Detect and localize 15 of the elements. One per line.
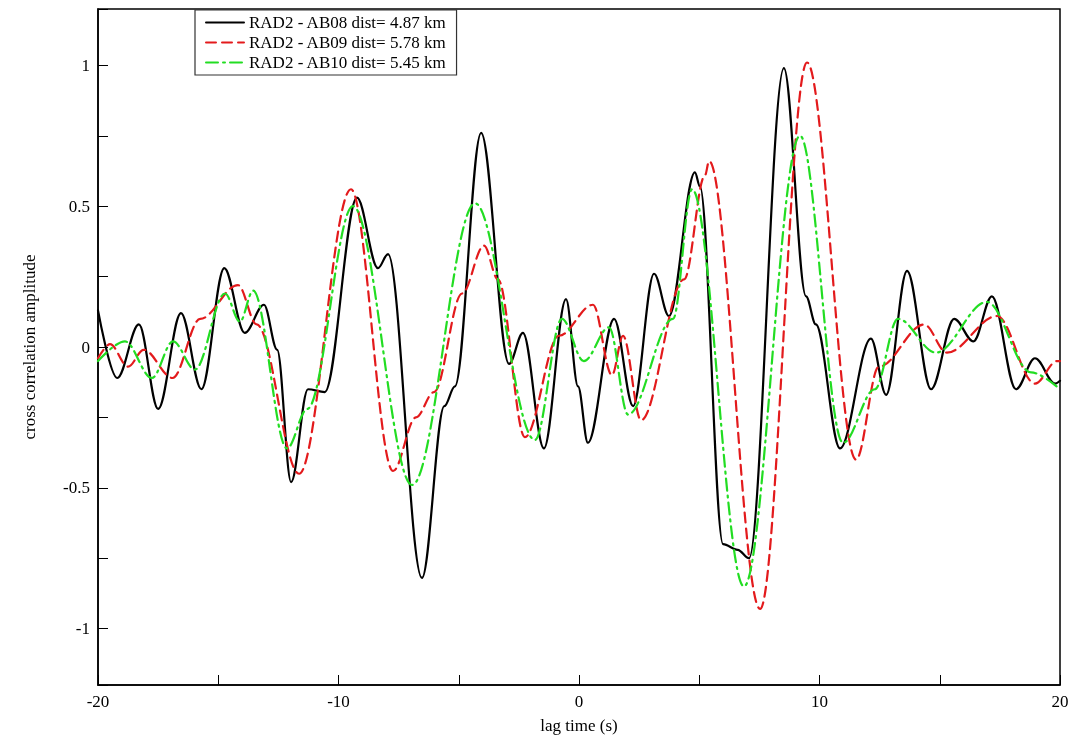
x-tick-label: 10	[811, 692, 828, 711]
legend-label: RAD2 - AB08 dist= 4.87 km	[249, 13, 446, 32]
x-tick-label: -20	[86, 692, 110, 711]
y-tick-label: 0	[81, 337, 90, 357]
y-tick-label: 0.5	[68, 196, 90, 216]
x-tick-label: 20	[1051, 692, 1069, 711]
y-axis-title: cross correlation amplitude	[20, 254, 39, 440]
y-tick-label: -0.5	[63, 478, 90, 498]
legend-label: RAD2 - AB09 dist= 5.78 km	[249, 33, 446, 52]
x-tick-label: -10	[327, 692, 350, 711]
x-axis-title: lag time (s)	[540, 716, 618, 735]
x-tick-label: 0	[574, 692, 584, 711]
legend-label: RAD2 - AB10 dist= 5.45 km	[249, 53, 446, 72]
y-tick-label: 1	[81, 55, 90, 75]
y-tick-label: -1	[75, 619, 90, 639]
